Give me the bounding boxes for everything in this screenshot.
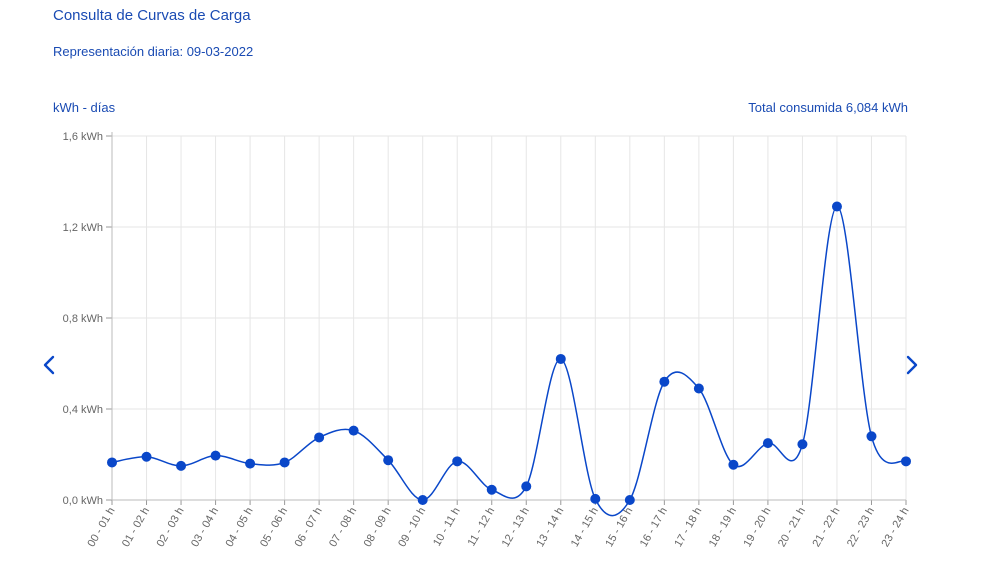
total-consumption-label: Total consumida 6,084 kWh [748,100,908,115]
data-point [383,455,394,466]
data-point [624,495,635,505]
x-tick-label: 05 - 06 h [258,506,290,550]
x-tick-label: 17 - 18 h [672,506,704,550]
data-point [279,457,290,468]
data-point [797,439,808,450]
x-tick-label: 00 - 01 h [85,506,117,550]
y-tick-label: 0,8 kWh [63,313,103,325]
x-tick-label: 06 - 07 h [293,506,325,550]
data-point [452,456,463,467]
data-point [176,460,187,471]
data-point [693,383,704,394]
x-tick-label: 04 - 05 h [224,506,256,550]
x-tick-label: 23 - 24 h [879,506,911,550]
page-title: Consulta de Curvas de Carga [53,7,251,24]
daily-representation-label: Representación diaria: 09-03-2022 [53,44,254,59]
data-point [901,456,911,467]
data-point [486,484,497,495]
y-tick-label: 1,2 kWh [63,222,103,234]
x-tick-label: 14 - 15 h [569,506,601,550]
next-day-button[interactable] [902,352,922,378]
data-point [521,481,532,492]
x-tick-label: 18 - 19 h [707,506,739,550]
x-tick-label: 12 - 13 h [500,506,532,550]
data-point [866,431,877,442]
x-tick-label: 22 - 23 h [845,506,877,550]
y-tick-label: 0,4 kWh [63,404,103,416]
x-tick-label: 01 - 02 h [120,506,152,550]
chevron-left-icon [43,355,55,375]
data-point [245,458,256,469]
data-point [659,376,670,387]
data-point [590,493,601,504]
unit-label: kWh - días [53,100,116,115]
data-point [831,201,842,212]
y-tick-label: 1,6 kWh [63,131,103,143]
x-tick-label: 03 - 04 h [189,506,221,550]
chevron-right-icon [906,355,918,375]
x-tick-label: 07 - 08 h [327,506,359,550]
x-tick-label: 19 - 20 h [741,506,773,550]
x-tick-label: 13 - 14 h [534,506,566,550]
x-tick-label: 16 - 17 h [638,506,670,550]
data-point [141,451,152,462]
y-tick-label: 0,0 kWh [63,495,103,507]
data-point [555,353,566,364]
x-tick-label: 08 - 09 h [362,506,394,550]
data-point [107,457,117,468]
data-point [314,432,325,443]
x-tick-label: 20 - 21 h [776,506,808,550]
x-tick-label: 10 - 11 h [431,506,463,549]
data-point [728,459,739,470]
data-point [210,450,221,461]
previous-day-button[interactable] [39,352,59,378]
data-point [348,425,359,436]
x-tick-label: 09 - 10 h [396,506,428,550]
data-point [417,495,428,505]
series-line [111,205,907,517]
x-tick-label: 21 - 22 h [810,506,842,550]
data-point [762,438,773,449]
x-tick-label: 11 - 12 h [466,506,498,549]
x-tick-label: 02 - 03 h [155,506,187,550]
